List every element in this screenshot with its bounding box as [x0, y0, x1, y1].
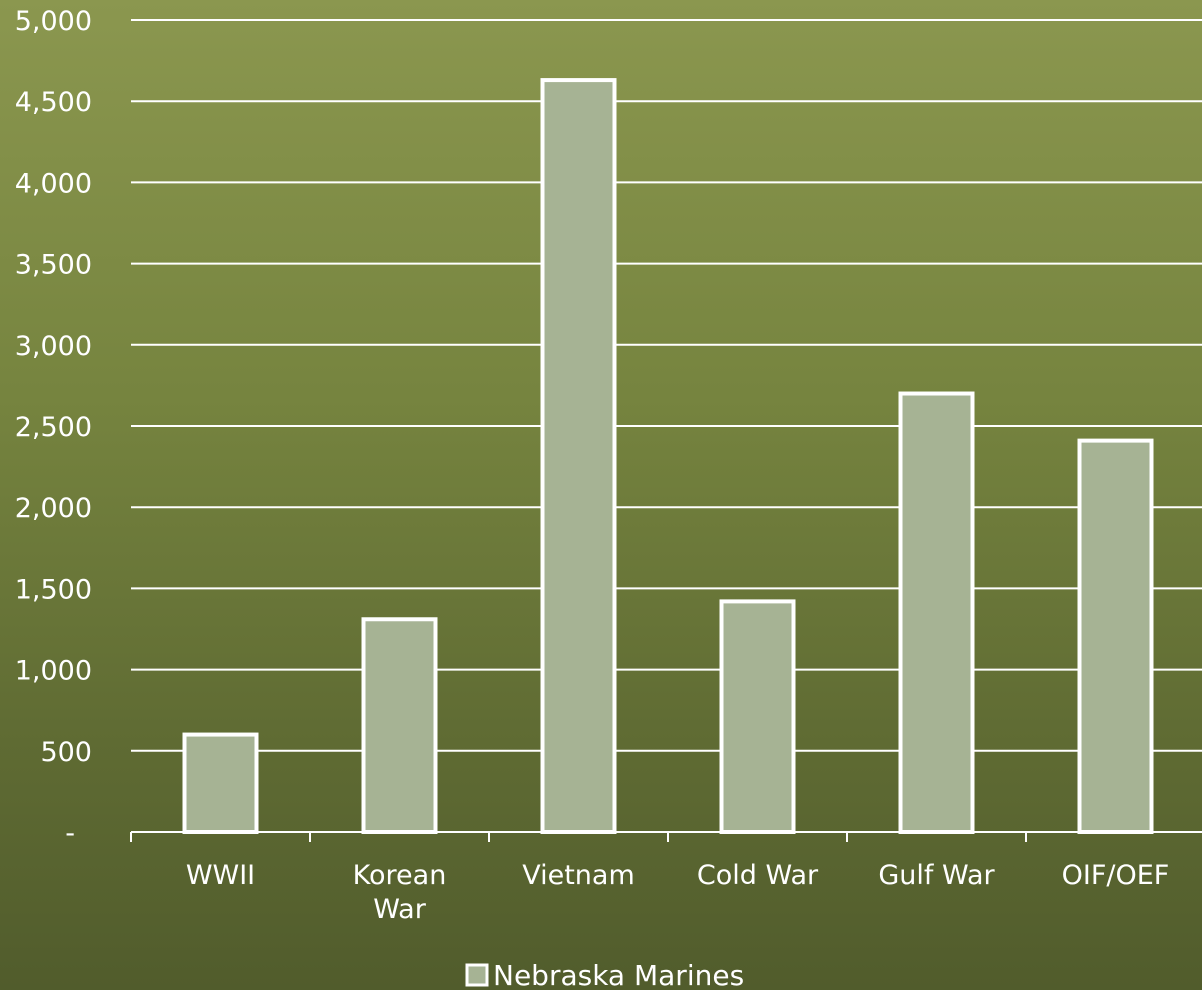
- x-tick-label: Vietnam: [522, 860, 635, 891]
- y-tick-label: 500: [40, 737, 92, 768]
- bar: [898, 391, 975, 834]
- bar: [1077, 438, 1154, 834]
- gridlines: [131, 19, 1202, 752]
- x-tick-label: Gulf War: [878, 860, 995, 891]
- x-tick-label: Cold War: [697, 860, 819, 891]
- bar: [361, 617, 438, 834]
- x-tick-label: WWII: [186, 860, 255, 891]
- x-tick-label: Korean: [353, 860, 447, 891]
- y-tick-label: 1,000: [15, 656, 92, 687]
- bar: [719, 599, 796, 835]
- legend-label: Nebraska Marines: [493, 959, 744, 990]
- y-tick-label: 5,000: [15, 6, 92, 37]
- y-tick-label: 1,500: [15, 574, 92, 605]
- y-tick-label: 3,000: [15, 331, 92, 362]
- legend-swatch: [465, 963, 489, 987]
- bar: [182, 732, 259, 834]
- x-tick-label: War: [373, 894, 427, 925]
- y-tick-label: 4,000: [15, 168, 92, 199]
- y-tick-label: 4,500: [15, 87, 92, 118]
- y-tick-label: 2,000: [15, 493, 92, 524]
- y-axis: - 500 1,000 1,500 2,000 2,500 3,000 3,500 4,000 4…: [15, 6, 92, 849]
- y-tick-label: 2,500: [15, 412, 92, 443]
- legend: Nebraska Marines: [465, 959, 744, 990]
- y-tick-label: -: [65, 818, 75, 849]
- bar: [540, 78, 617, 834]
- y-tick-label: 3,500: [15, 250, 92, 281]
- x-tick-label: OIF/OEF: [1062, 860, 1170, 891]
- bars: [182, 78, 1154, 835]
